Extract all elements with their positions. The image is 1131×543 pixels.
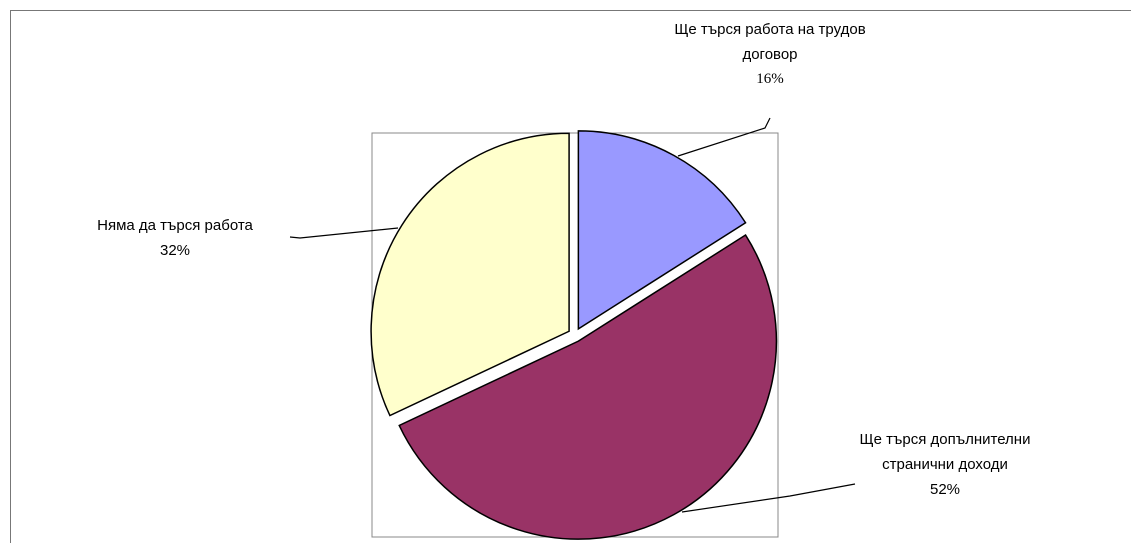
leader-lines [289,117,856,513]
category-label: Няма да търся работа [97,217,253,234]
slice-label: Ще търся работа на трудов договор 16% [660,17,880,92]
pie-slice [370,132,570,417]
category-label: Ще търся допълнителни странични доходи [859,431,1031,473]
leader-line [677,117,771,157]
slice-label: Ще търся допълнителни странични доходи 5… [855,427,1035,502]
slice-label: Няма да търся работа 32% [45,213,305,263]
leader-line [681,483,856,513]
value-label: 52% [929,481,961,498]
chart-frame [10,10,1131,543]
leader-line [289,227,399,239]
value-label: 32% [159,242,191,259]
pie-slice [577,130,747,331]
slices [370,130,778,540]
category-label: Ще търся работа на трудов договор [674,21,866,63]
pie-slice [398,234,778,540]
value-label: 16% [756,71,784,87]
